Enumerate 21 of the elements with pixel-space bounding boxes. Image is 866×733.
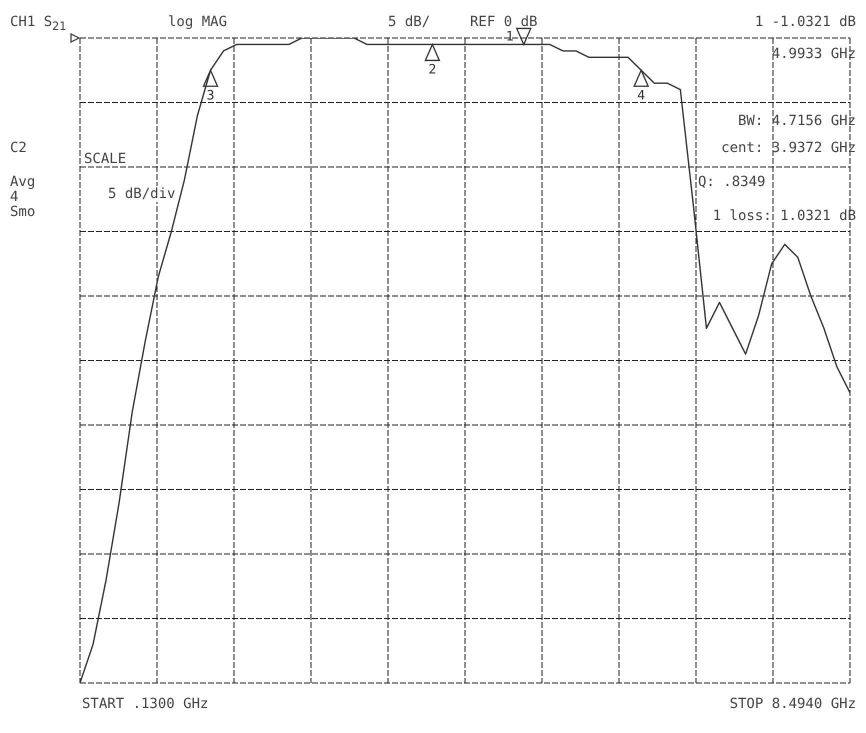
chart-subtitle: log MAG — [168, 14, 228, 30]
annotation: Q: .8349 — [698, 174, 766, 190]
chart-title: CH1 S$_{21}$ — [10, 14, 66, 33]
text: STOP 8.4940 GHz — [730, 696, 856, 712]
annotation: 4.9933 GHz — [772, 46, 856, 62]
text: REF 0 dB — [470, 14, 538, 30]
annotation: SCALE — [84, 151, 126, 167]
annotation: 2 — [428, 62, 436, 78]
annotation: BW: 4.7156 GHz — [738, 113, 856, 129]
annotation: 4 — [637, 88, 646, 104]
annotation: 3 — [206, 88, 214, 104]
text: C2 — [10, 140, 27, 156]
text: 4 — [10, 189, 18, 205]
text: Avg — [10, 174, 36, 190]
annotation: cent: 3.9372 GHz — [721, 140, 856, 156]
text: 1 -1.0321 dB — [754, 14, 856, 30]
text: Smo — [10, 204, 36, 220]
text: 5 dB/ — [388, 14, 430, 30]
text: START .1300 GHz — [82, 696, 208, 712]
annotation: 5 dB/div — [108, 186, 176, 202]
annotation: 1 loss: 1.0321 dB — [712, 208, 856, 224]
